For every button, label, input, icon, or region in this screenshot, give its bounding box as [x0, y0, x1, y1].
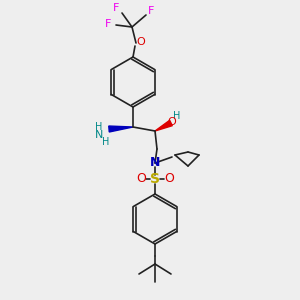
- Text: O: O: [136, 37, 146, 47]
- Polygon shape: [109, 126, 133, 132]
- Text: N: N: [95, 130, 103, 140]
- Text: O: O: [136, 172, 146, 185]
- Text: F: F: [105, 19, 111, 29]
- Polygon shape: [155, 120, 172, 131]
- Text: O: O: [164, 172, 174, 185]
- Text: H: H: [173, 111, 181, 121]
- Text: O: O: [168, 117, 176, 127]
- Text: F: F: [113, 3, 119, 13]
- Text: F: F: [148, 6, 154, 16]
- Text: S: S: [150, 172, 160, 186]
- Text: H: H: [95, 122, 103, 132]
- Text: H: H: [102, 137, 110, 147]
- Text: N: N: [150, 157, 160, 169]
